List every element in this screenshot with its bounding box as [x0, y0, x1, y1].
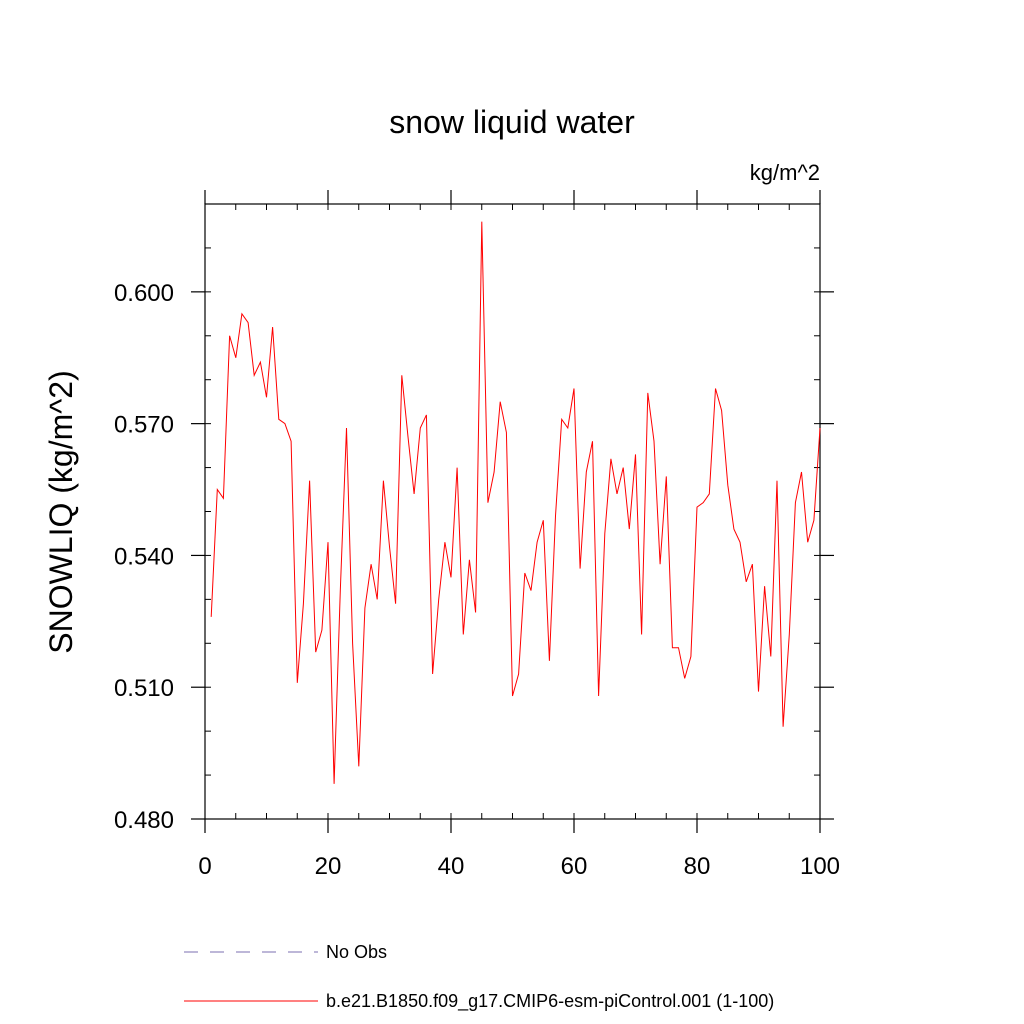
y-tick-label: 0.570: [114, 412, 174, 439]
x-tick-label: 0: [198, 853, 211, 880]
y-tick-label: 0.540: [114, 543, 174, 570]
plot-frame: [204, 203, 821, 820]
x-tick-labels: 0 20 40 60 80 100: [198, 853, 840, 880]
series-line: [210, 221, 821, 784]
legend-label-model: b.e21.B1850.f09_g17.CMIP6-esm-piControl.…: [326, 991, 774, 1012]
y-tick-label: 0.600: [114, 280, 174, 307]
y-tick-label: 0.510: [114, 675, 174, 702]
y-tick-labels: 0.480 0.510 0.540 0.570 0.600: [114, 280, 174, 834]
y-axis-label: SNOWLIQ (kg/m^2): [43, 370, 79, 653]
x-tick-label: 60: [561, 853, 588, 880]
legend: No Obs b.e21.B1850.f09_g17.CMIP6-esm-piC…: [184, 942, 774, 1012]
chart-title: snow liquid water: [389, 104, 635, 140]
x-ticks: [204, 190, 821, 833]
x-tick-label: 20: [315, 853, 342, 880]
x-tick-label: 100: [800, 853, 840, 880]
y-tick-label: 0.480: [114, 807, 174, 834]
units-label: kg/m^2: [750, 160, 820, 185]
legend-label-no-obs: No Obs: [326, 942, 387, 962]
x-tick-label: 40: [438, 853, 465, 880]
x-tick-label: 80: [684, 853, 711, 880]
y-ticks: [191, 203, 834, 820]
